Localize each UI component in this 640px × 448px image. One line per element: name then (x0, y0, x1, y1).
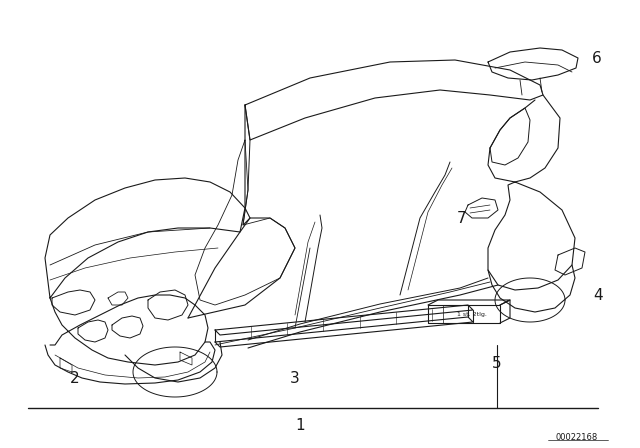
Text: 00022168: 00022168 (556, 432, 598, 441)
Text: 3: 3 (290, 370, 300, 385)
Text: 6: 6 (592, 51, 602, 65)
Text: 1 st. 2tlg.: 1 st. 2tlg. (457, 311, 487, 316)
Text: 7: 7 (457, 211, 467, 225)
Text: 4: 4 (593, 288, 603, 302)
Text: 1: 1 (295, 418, 305, 432)
Text: 2: 2 (70, 370, 80, 385)
Text: 5: 5 (492, 356, 502, 370)
